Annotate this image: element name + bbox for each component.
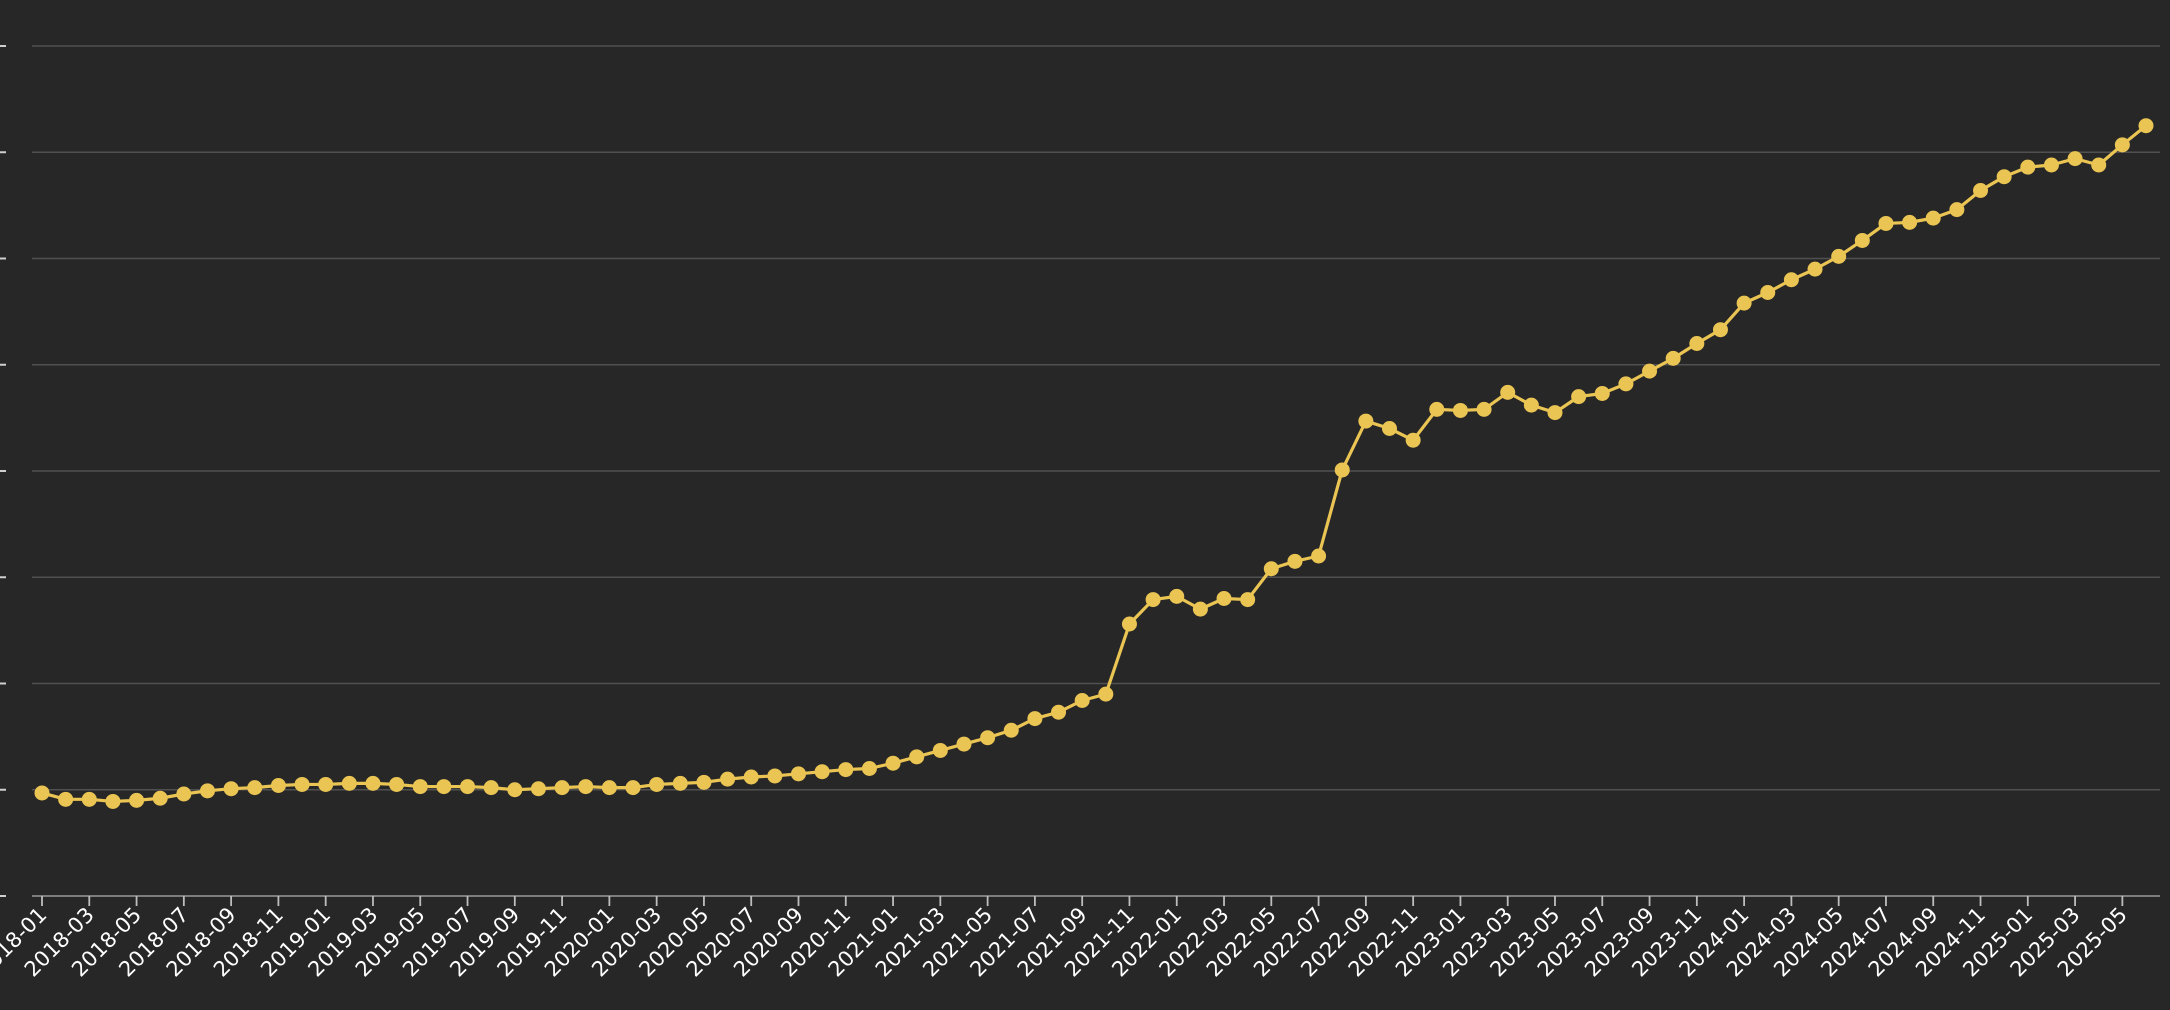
data-point — [365, 775, 381, 791]
data-point — [1334, 462, 1350, 478]
data-point — [1500, 384, 1516, 400]
data-point — [720, 771, 736, 787]
data-point — [81, 791, 97, 807]
data-point — [2114, 137, 2130, 153]
data-point — [838, 762, 854, 778]
data-point — [578, 779, 594, 795]
data-point — [1689, 336, 1705, 351]
data-point — [1642, 363, 1658, 379]
data-point — [814, 764, 830, 780]
data-point — [105, 793, 121, 809]
data-point — [1571, 389, 1587, 405]
data-point — [1594, 385, 1610, 401]
data-point — [389, 776, 405, 792]
data-point — [58, 791, 74, 807]
data-point — [412, 779, 428, 795]
data-point — [1973, 183, 1989, 198]
x-tick-labels: 2018-012018-032018-052018-072018-092018-… — [0, 903, 2132, 982]
data-point — [176, 786, 192, 802]
data-point — [247, 780, 263, 796]
data-point — [530, 781, 546, 797]
data-point — [909, 749, 925, 765]
data-point — [1878, 215, 1894, 231]
data-point — [152, 790, 168, 806]
data-point — [1452, 402, 1468, 418]
data-point — [199, 783, 215, 799]
data-point — [1311, 548, 1327, 564]
x-axis — [32, 895, 2160, 906]
data-point — [1712, 322, 1728, 338]
data-point — [507, 782, 523, 798]
data-point — [885, 755, 901, 771]
data-point — [1783, 272, 1799, 288]
series-layer — [34, 118, 2154, 809]
data-point — [932, 742, 948, 758]
data-point — [460, 779, 476, 795]
data-point — [1263, 561, 1279, 577]
data-point — [2020, 159, 2036, 175]
data-point — [34, 785, 50, 801]
data-point — [767, 768, 783, 784]
data-point — [1145, 592, 1161, 608]
data-point — [1665, 350, 1681, 366]
data-point — [1736, 295, 1752, 311]
data-point — [1523, 397, 1539, 413]
data-point — [1074, 693, 1090, 708]
data-point — [1831, 248, 1847, 264]
data-point — [956, 736, 972, 752]
data-point — [129, 792, 145, 808]
data-point — [743, 769, 759, 785]
data-point — [294, 776, 310, 792]
data-point — [790, 766, 806, 782]
data-point — [1949, 202, 1965, 218]
series-line — [41, 124, 2148, 804]
data-point — [1382, 421, 1398, 436]
data-point — [1192, 601, 1208, 617]
data-point — [554, 780, 570, 796]
data-point — [1216, 591, 1232, 606]
data-point — [1405, 432, 1421, 448]
data-point — [1854, 232, 1870, 248]
data-point — [649, 776, 665, 792]
data-point — [2091, 157, 2107, 173]
data-point — [1760, 285, 1776, 300]
data-point — [1287, 553, 1303, 569]
data-point — [1098, 686, 1114, 702]
data-point — [483, 780, 499, 796]
data-point — [1476, 401, 1492, 417]
data-point — [1027, 711, 1043, 727]
data-point — [1547, 405, 1563, 421]
data-point — [2138, 118, 2154, 134]
data-point — [1051, 704, 1067, 720]
data-point — [601, 780, 617, 796]
data-point — [1003, 722, 1019, 738]
data-point — [1429, 401, 1445, 417]
data-point — [625, 780, 641, 796]
data-point — [1996, 169, 2012, 185]
data-point — [341, 775, 357, 791]
data-point — [436, 779, 452, 795]
data-point — [696, 774, 712, 790]
data-point — [2067, 151, 2083, 167]
data-point — [1358, 413, 1374, 429]
data-point — [980, 730, 996, 746]
data-point — [861, 761, 877, 776]
data-point — [672, 775, 688, 791]
data-point — [223, 781, 239, 797]
data-point — [1240, 592, 1256, 608]
data-point — [1618, 376, 1634, 392]
grid-lines — [0, 45, 2160, 897]
data-point — [270, 778, 286, 793]
data-point — [1902, 214, 1918, 230]
data-point — [2043, 157, 2059, 173]
data-point — [1121, 616, 1137, 632]
data-point — [1925, 210, 1941, 226]
data-point — [318, 776, 334, 792]
data-point — [1807, 261, 1823, 277]
data-point — [1169, 588, 1185, 604]
